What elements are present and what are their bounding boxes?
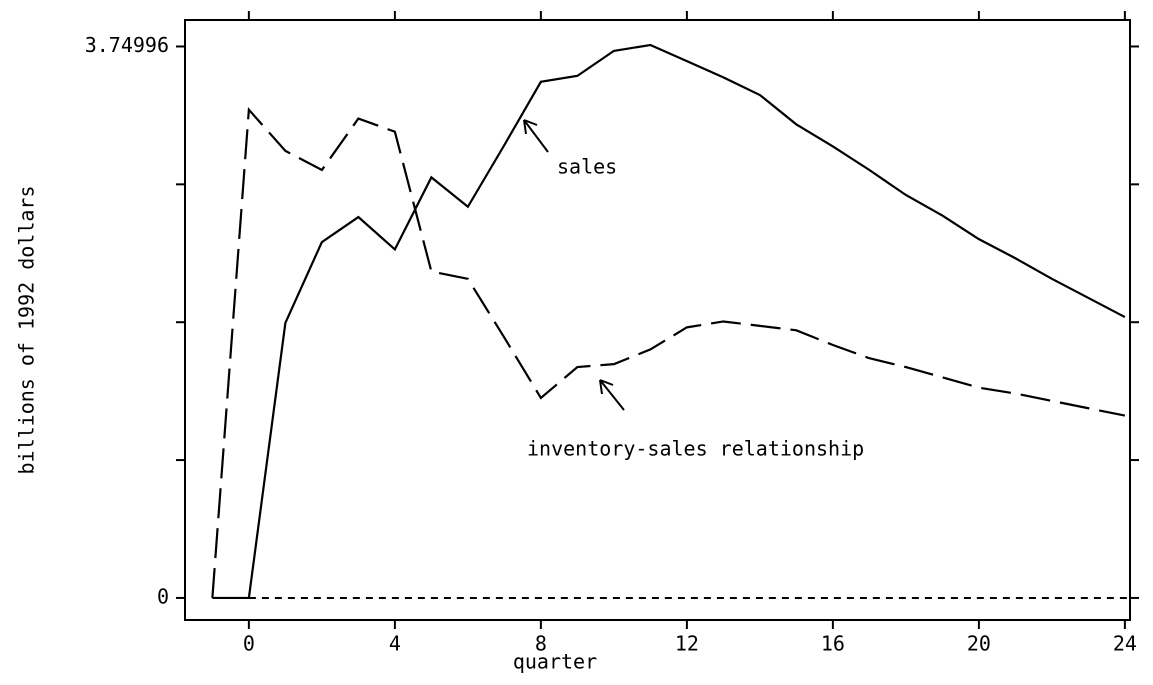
x-tick-label: 24 <box>1113 632 1137 656</box>
x-tick-label: 0 <box>243 632 255 656</box>
data-line <box>212 43 1126 600</box>
annotation-arrow <box>599 379 625 411</box>
annotation-arrow <box>523 119 549 153</box>
x-tick-label: 16 <box>821 632 845 656</box>
annotation: inventory-sales relationship <box>527 437 864 461</box>
x-tick-label: 12 <box>675 632 699 656</box>
annotation: sales <box>557 155 617 179</box>
x-tick-label: 4 <box>389 632 401 656</box>
x-tick-label: 20 <box>967 632 991 656</box>
plot-frame <box>184 19 1131 621</box>
y-tick-label: 0 <box>157 584 169 608</box>
x-axis-label: quarter <box>513 650 597 674</box>
y-axis-label: billions of 1992 dollars <box>15 186 39 475</box>
x-tick-label: 8 <box>535 632 547 656</box>
data-line <box>211 107 1126 599</box>
y-tick-label: 3.74996 <box>85 33 169 57</box>
